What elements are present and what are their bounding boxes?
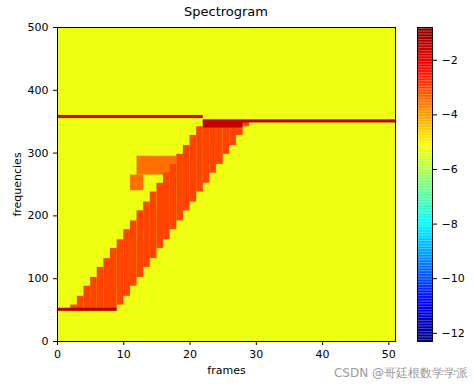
svg-text:frames: frames [207,364,246,377]
svg-text:30: 30 [249,348,263,361]
svg-text:0: 0 [54,348,61,361]
svg-text:−6: −6 [442,163,458,176]
svg-text:300: 300 [28,147,49,160]
svg-text:−4: −4 [442,108,458,121]
svg-text:20: 20 [183,348,197,361]
svg-text:100: 100 [28,272,49,285]
svg-text:−2: −2 [442,54,458,67]
svg-text:40: 40 [316,348,330,361]
svg-text:500: 500 [28,21,49,34]
svg-text:10: 10 [117,348,131,361]
svg-text:50: 50 [382,348,396,361]
html-text:Spectrogram: Spectrogram [184,4,268,19]
svg-text:frequencies: frequencies [11,152,24,216]
svg-text:200: 200 [28,209,49,222]
svg-text:0: 0 [42,335,49,348]
svg-text:−12: −12 [442,327,465,340]
svg-text:−10: −10 [442,272,465,285]
html-text:CSDN @哥廷根数学学派: CSDN @哥廷根数学学派 [334,366,468,380]
svg-text:400: 400 [28,84,49,97]
svg-text:−8: −8 [442,218,458,231]
